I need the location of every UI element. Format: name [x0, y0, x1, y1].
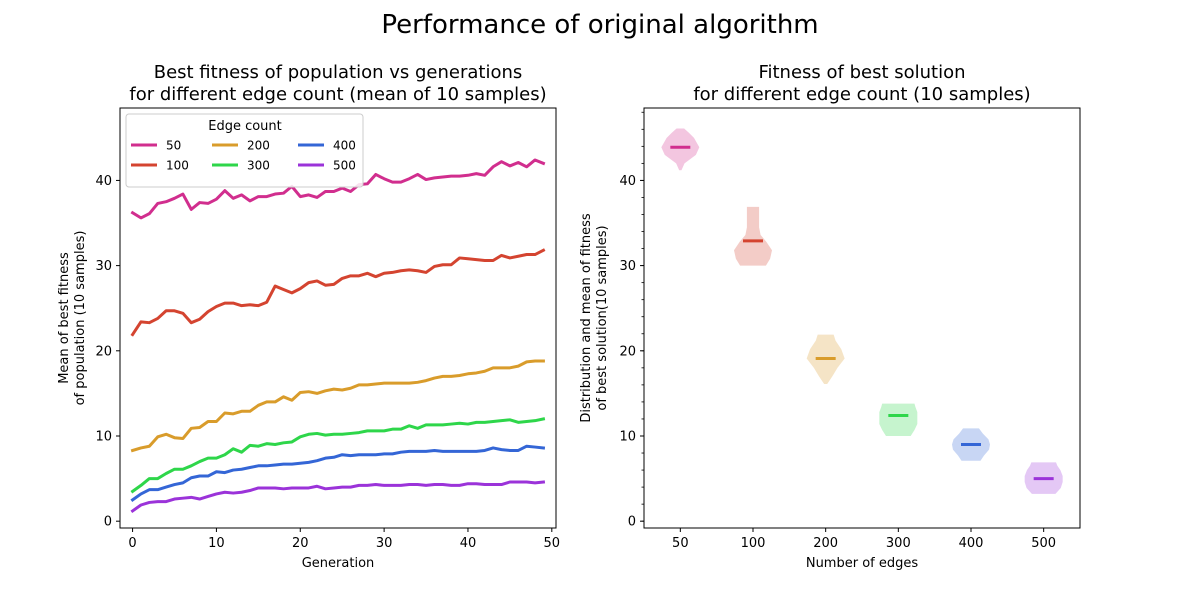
line-chart-y-axis: 0 10 20 30 40: [95, 174, 120, 530]
legend-label-50: 50: [166, 139, 181, 153]
violin-body-50: [661, 128, 700, 171]
x-tick-label: 200: [813, 536, 838, 551]
violin-body-100: [734, 206, 772, 266]
x-tick-label: 50: [544, 536, 561, 551]
x-tick-label: 50: [672, 536, 689, 551]
series-line-500: [130, 480, 546, 514]
violin-chart-title-line1: Fitness of best solution: [758, 62, 965, 83]
x-tick-label: 10: [208, 536, 225, 551]
legend-label-300: 300: [247, 159, 270, 173]
y-tick-label: 10: [95, 429, 112, 444]
line-chart-xlabel: Generation: [302, 556, 375, 571]
y-tick-label: 10: [619, 429, 636, 444]
violin-chart-plot-frame: [643, 107, 1081, 529]
legend-entries: 50 100 200 300 400 500: [131, 139, 356, 173]
violin-chart-xlabel: Number of edges: [806, 556, 919, 571]
violin-chart-ylabel-line1: Distribution and mean of fitness: [579, 213, 594, 423]
x-tick-label: 300: [886, 536, 911, 551]
violin-chart-ylabel-line2: of best solution(10 samples): [595, 225, 610, 410]
series-line-400: [130, 444, 546, 502]
legend-label-200: 200: [247, 139, 270, 153]
x-tick-label: 0: [128, 536, 136, 551]
x-tick-label: 100: [741, 536, 766, 551]
violin-layer: [661, 128, 1063, 494]
line-chart-panel: Best fitness of population vs generation…: [57, 62, 560, 571]
violin-chart-y-axis: 0 10 20 30 40: [619, 111, 644, 530]
line-chart-ylabel-line2: of population (10 samples): [73, 231, 88, 406]
x-tick-label: 30: [376, 536, 393, 551]
series-line-200: [130, 359, 545, 453]
y-tick-label: 40: [95, 174, 112, 189]
line-chart-title-line2: for different edge count (mean of 10 sam…: [129, 84, 546, 105]
y-tick-label: 40: [619, 174, 636, 189]
legend-label-100: 100: [166, 159, 189, 173]
legend-label-400: 400: [333, 139, 356, 153]
x-tick-label: 500: [1031, 536, 1056, 551]
series-line-300: [130, 417, 546, 494]
line-chart-ylabel-line1: Mean of best fitness: [57, 252, 72, 384]
legend-label-500: 500: [333, 159, 356, 173]
series-line-100: [130, 248, 546, 337]
y-tick-label: 0: [628, 515, 636, 530]
y-tick-label: 0: [104, 515, 112, 530]
line-chart-x-axis: 0 10 20 30 40 50: [128, 528, 560, 551]
x-tick-label: 400: [959, 536, 984, 551]
violin-chart-title-line2: for different edge count (10 samples): [693, 84, 1030, 105]
line-chart-series-layer: [130, 158, 546, 514]
legend-frame: [125, 113, 364, 188]
figure-suptitle: Performance of original algorithm: [381, 10, 818, 40]
y-tick-label: 20: [619, 344, 636, 359]
legend: Edge count 50 100 200 300 400 500: [125, 113, 364, 188]
series-line-50: [130, 158, 546, 220]
legend-title: Edge count: [208, 119, 282, 134]
violin-body-300: [879, 403, 918, 436]
violin-chart-panel: Fitness of best solution for different e…: [579, 62, 1081, 571]
violin-chart-x-axis: 50 100 200 300 400 500: [672, 528, 1056, 551]
line-chart-title-line1: Best fitness of population vs generation…: [154, 62, 523, 83]
y-tick-label: 20: [95, 344, 112, 359]
y-tick-label: 30: [95, 259, 112, 274]
x-tick-label: 40: [460, 536, 477, 551]
y-tick-label: 30: [619, 259, 636, 274]
x-tick-label: 20: [292, 536, 309, 551]
line-chart-plot-frame: [119, 107, 557, 529]
